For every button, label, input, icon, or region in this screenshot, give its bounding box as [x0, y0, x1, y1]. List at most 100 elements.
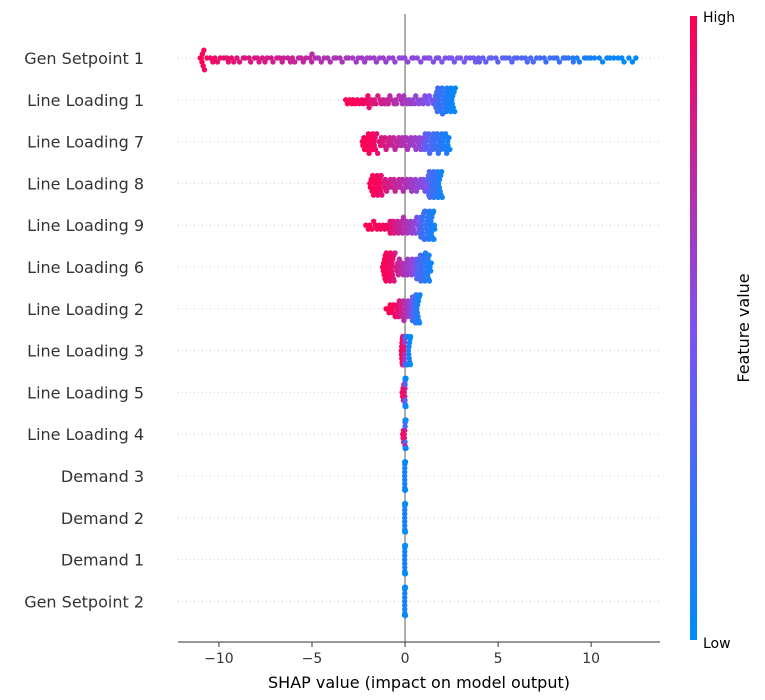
- shap-point: [402, 481, 408, 487]
- shap-point: [416, 320, 423, 326]
- shap-point: [391, 302, 397, 308]
- colorbar-high-label: High: [703, 10, 735, 26]
- shap-point: [339, 59, 345, 65]
- shap-point: [480, 55, 486, 61]
- shap-point: [303, 55, 309, 61]
- shap-point: [372, 146, 379, 153]
- shap-point: [264, 55, 270, 61]
- shap-point: [570, 55, 576, 61]
- shap-point: [383, 59, 389, 65]
- shap-point: [457, 55, 464, 61]
- shap-point: [385, 101, 391, 107]
- shap-point: [403, 375, 409, 382]
- shap-point: [345, 55, 352, 61]
- shap-point: [565, 55, 572, 61]
- shap-point: [405, 298, 411, 304]
- shap-point: [420, 101, 426, 107]
- feature-label: Gen Setpoint 1: [24, 49, 144, 68]
- shap-point: [439, 131, 445, 137]
- feature-label: Gen Setpoint 2: [24, 592, 144, 611]
- shap-point: [401, 351, 407, 358]
- shap-point: [402, 459, 409, 465]
- shap-point: [495, 59, 501, 65]
- shap-point: [427, 55, 433, 61]
- shap-point: [318, 59, 324, 65]
- shap-point: [402, 501, 409, 507]
- shap-point: [611, 55, 617, 61]
- shap-point: [419, 184, 426, 191]
- shap-point: [280, 55, 287, 61]
- shap-point: [402, 507, 408, 513]
- shap-point: [327, 59, 333, 65]
- feature-label: Line Loading 8: [27, 174, 144, 193]
- shap-point: [403, 184, 409, 191]
- shap-point: [621, 59, 627, 65]
- shap-point: [411, 101, 418, 107]
- shap-point: [402, 511, 408, 517]
- shap-point: [524, 59, 530, 65]
- shap-point: [426, 278, 433, 284]
- shap-point: [242, 55, 248, 61]
- shap-point: [270, 59, 276, 65]
- shap-point: [374, 131, 380, 137]
- shap-point: [289, 55, 296, 61]
- shap-point: [402, 570, 409, 577]
- shap-point: [406, 343, 412, 350]
- shap-point: [402, 542, 409, 549]
- shap-point: [543, 59, 549, 65]
- shap-point: [256, 59, 262, 65]
- shap-point: [556, 59, 563, 65]
- shap-point: [309, 51, 315, 57]
- shap-point: [402, 564, 408, 571]
- shap-point: [483, 59, 489, 65]
- shap-point: [599, 59, 606, 65]
- shap-point: [428, 268, 434, 274]
- shap-point: [607, 55, 613, 61]
- shap-point: [402, 393, 408, 400]
- shap-point: [391, 278, 397, 284]
- shap-point: [375, 93, 381, 99]
- colorbar-gradient: [690, 16, 697, 640]
- shap-point: [231, 59, 237, 65]
- shap-point: [417, 292, 423, 298]
- shap-point: [509, 59, 515, 65]
- shap-point: [443, 131, 449, 137]
- shap-point: [434, 168, 441, 175]
- shap-point: [418, 59, 424, 65]
- shap-point: [435, 85, 441, 91]
- shap-point: [404, 272, 410, 278]
- shap-point: [444, 150, 450, 157]
- shap-point: [228, 55, 235, 61]
- feature-label: Line Loading 1: [27, 91, 144, 110]
- shap-point: [574, 55, 580, 61]
- shap-point: [396, 256, 403, 262]
- feature-label: Line Loading 9: [27, 216, 144, 235]
- shap-point: [395, 230, 402, 236]
- shap-point: [390, 184, 396, 191]
- shap-point: [430, 168, 437, 175]
- shap-point: [403, 403, 409, 410]
- shap-point: [381, 226, 388, 232]
- shap-point: [416, 184, 422, 191]
- feature-label: Line Loading 6: [27, 258, 144, 277]
- shap-point: [392, 250, 398, 256]
- shap-point: [402, 465, 408, 471]
- shap-point: [400, 298, 406, 304]
- shap-point: [452, 85, 459, 91]
- shap-point: [369, 226, 375, 232]
- shap-point: [554, 55, 560, 61]
- shap-point: [420, 176, 427, 183]
- shap-point: [426, 150, 433, 157]
- shap-point: [259, 55, 266, 61]
- shap-point: [402, 427, 408, 433]
- shap-point: [390, 310, 396, 316]
- shap-point: [367, 55, 373, 61]
- shap-point: [426, 131, 432, 137]
- shap-point: [393, 101, 400, 107]
- shap-point: [416, 134, 423, 141]
- shap-point: [401, 560, 408, 567]
- shap-point: [402, 487, 409, 493]
- shap-point: [402, 584, 409, 591]
- colorbar-low-label: Low: [703, 636, 731, 652]
- shap-point: [402, 552, 408, 559]
